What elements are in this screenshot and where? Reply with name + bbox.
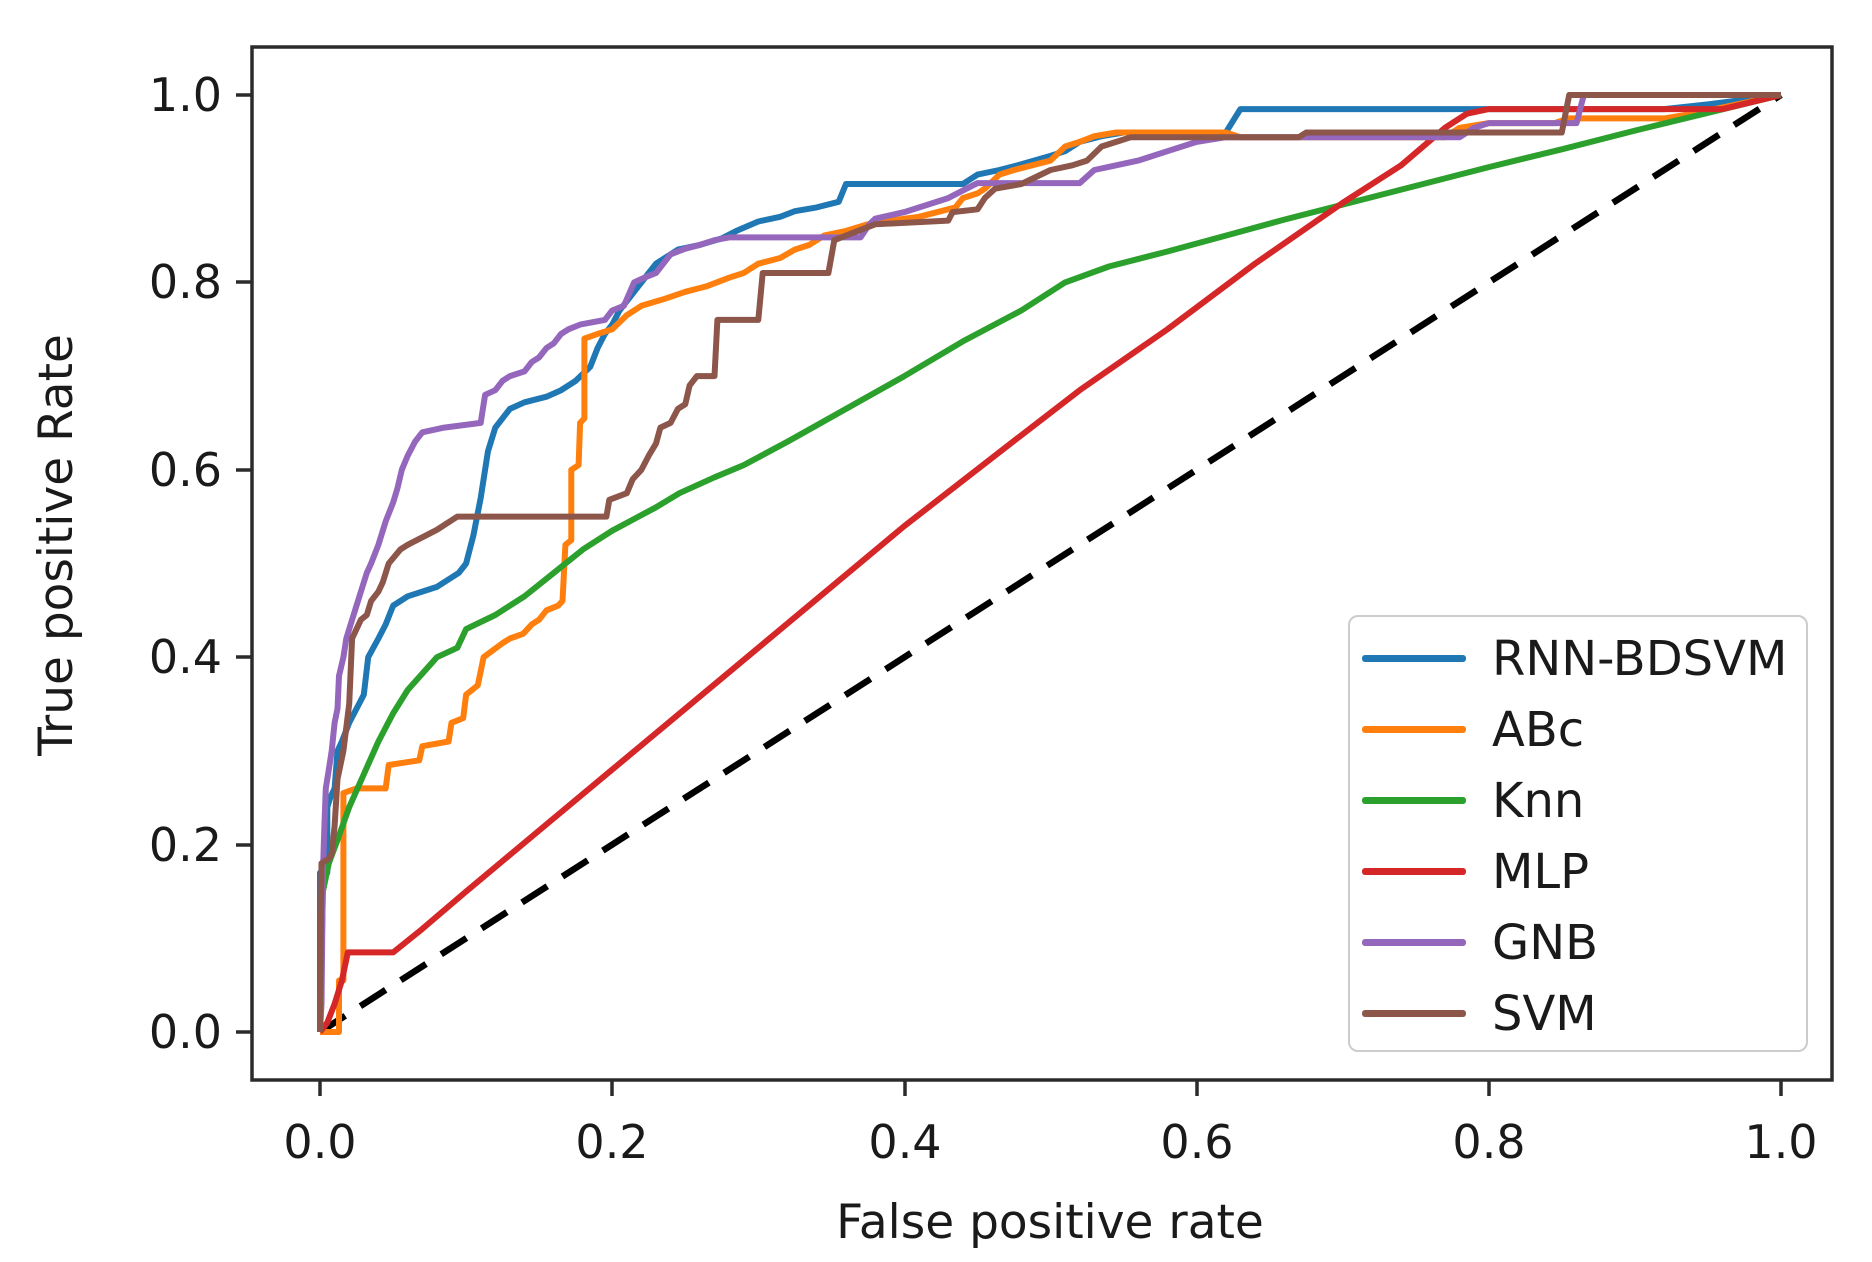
legend-item: SVM	[1362, 978, 1806, 1049]
y-tick-label: 0.0	[149, 1005, 222, 1059]
series-line-GNB	[317, 92, 1781, 1033]
legend-label: ABc	[1492, 701, 1585, 758]
series-line-chance	[318, 92, 1783, 1035]
legend-item: RNN-BDSVM	[1362, 623, 1806, 694]
x-tick-label: 0.4	[868, 1115, 941, 1169]
y-tick-label: 0.6	[149, 443, 222, 497]
x-tick-label: 0.8	[1452, 1115, 1525, 1169]
y-tick-label: 0.4	[149, 630, 222, 684]
legend-label: SVM	[1492, 985, 1597, 1042]
y-tick-label: 1.0	[149, 68, 222, 122]
curves-layer	[317, 92, 1783, 1035]
plot-area-border	[250, 45, 1834, 1082]
legend-label: Knn	[1492, 772, 1585, 829]
legend-line-swatch	[1362, 939, 1466, 946]
legend-label: MLP	[1492, 843, 1590, 900]
y-tick-label: 0.2	[149, 818, 222, 872]
x-tick-label: 0.6	[1160, 1115, 1233, 1169]
legend-item: GNB	[1362, 907, 1806, 978]
legend-line-swatch	[1362, 797, 1466, 804]
y-tick-label: 0.8	[149, 255, 222, 309]
x-tick-label: 0.0	[283, 1115, 356, 1169]
legend-label: GNB	[1492, 914, 1599, 971]
legend-line-swatch	[1362, 655, 1466, 662]
x-tick-label: 0.2	[575, 1115, 648, 1169]
x-axis-label: False positive rate	[836, 1195, 1264, 1250]
legend-line-swatch	[1362, 868, 1466, 875]
legend-label: RNN-BDSVM	[1492, 630, 1788, 687]
y-axis-label: True positive Rate	[29, 334, 84, 757]
series-line-MLP	[317, 92, 1782, 1034]
x-tick-marks	[318, 1080, 1783, 1096]
legend: RNN-BDSVM ABc Knn MLP GNB SVM	[1348, 615, 1808, 1052]
legend-item: MLP	[1362, 836, 1806, 907]
x-tick-label: 1.0	[1744, 1115, 1817, 1169]
series-line-ABc	[320, 92, 1782, 1035]
legend-item: Knn	[1362, 765, 1806, 836]
legend-item: ABc	[1362, 694, 1806, 765]
legend-line-swatch	[1362, 1010, 1466, 1017]
y-tick-marks	[236, 93, 252, 1034]
legend-line-swatch	[1362, 726, 1466, 733]
series-line-SVM	[317, 92, 1781, 1033]
